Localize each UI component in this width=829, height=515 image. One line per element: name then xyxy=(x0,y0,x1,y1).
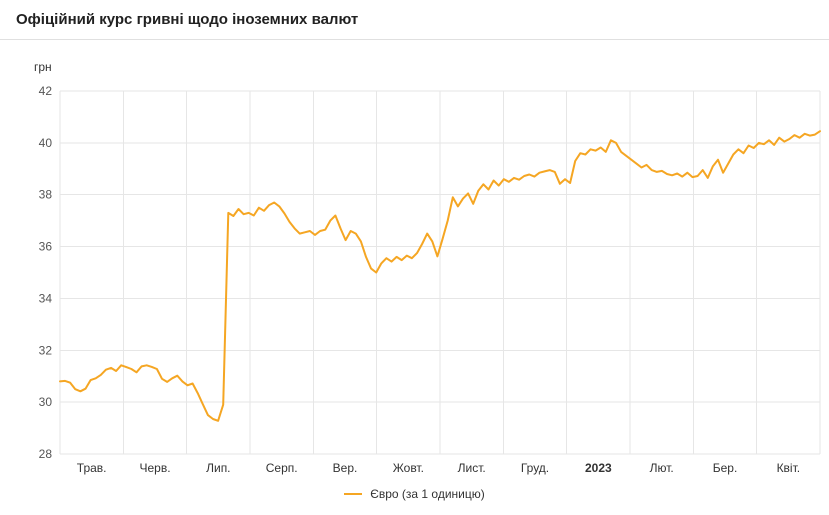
svg-text:38: 38 xyxy=(39,188,53,202)
legend-line-swatch xyxy=(344,493,363,495)
chart-container: грн 28 30 32 34 36 38 40 42 Трав. Черв. Лип. Серп. В… xyxy=(0,40,829,514)
svg-text:Квіт.: Квіт. xyxy=(777,461,801,475)
svg-text:Лип.: Лип. xyxy=(206,461,230,475)
svg-text:36: 36 xyxy=(39,240,53,254)
svg-text:28: 28 xyxy=(39,447,53,461)
svg-text:Лист.: Лист. xyxy=(458,461,486,475)
svg-text:42: 42 xyxy=(39,84,53,98)
svg-text:30: 30 xyxy=(39,395,53,409)
svg-text:2023: 2023 xyxy=(585,461,612,475)
svg-text:Бер.: Бер. xyxy=(713,461,738,475)
page-header: Офіційний курс гривні щодо іноземних вал… xyxy=(0,0,829,40)
y-axis-unit-label: грн xyxy=(34,60,52,74)
svg-text:Черв.: Черв. xyxy=(139,461,170,475)
svg-text:Груд.: Груд. xyxy=(521,461,549,475)
svg-text:Жовт.: Жовт. xyxy=(393,461,424,475)
svg-text:Серп.: Серп. xyxy=(266,461,298,475)
svg-text:40: 40 xyxy=(39,136,53,150)
legend-item-euro[interactable]: Євро (за 1 одиницю) xyxy=(344,487,485,501)
page-title: Офіційний курс гривні щодо іноземних вал… xyxy=(16,11,359,28)
svg-text:Лют.: Лют. xyxy=(650,461,674,475)
svg-text:Вер.: Вер. xyxy=(333,461,358,475)
svg-text:32: 32 xyxy=(39,343,53,357)
chart-legend: Євро (за 1 одиницю) xyxy=(0,487,829,501)
exchange-rate-line-chart[interactable]: 28 30 32 34 36 38 40 42 Трав. Черв. Лип. Серп. Вер. Ж… xyxy=(0,40,829,480)
svg-text:Трав.: Трав. xyxy=(77,461,107,475)
svg-text:34: 34 xyxy=(39,291,53,305)
legend-item-label: Євро (за 1 одиницю) xyxy=(370,487,485,501)
